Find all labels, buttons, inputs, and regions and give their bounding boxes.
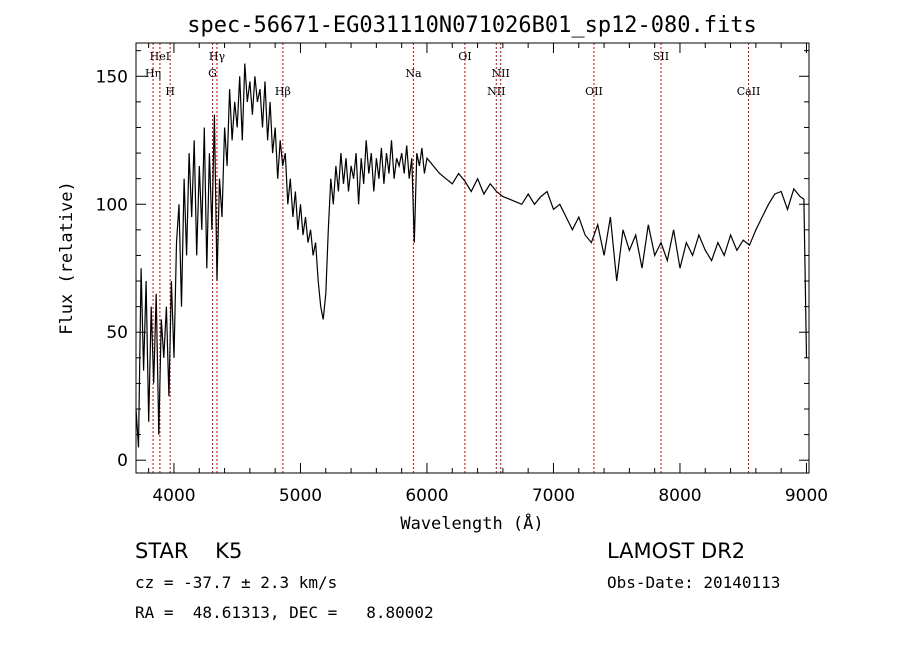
spectral-line-label: Hη: [145, 67, 161, 80]
x-tick-label: 4000: [152, 486, 195, 506]
spectral-line-label: NII: [492, 67, 510, 80]
y-tick-label: 0: [117, 451, 128, 471]
spectral-line-label: OI: [458, 50, 471, 63]
survey-name: LAMOST DR2: [607, 539, 746, 563]
spectral-line-label: Hγ: [209, 50, 226, 63]
y-tick-label: 150: [96, 67, 128, 87]
x-tick-label: 5000: [279, 486, 322, 506]
plot-frame: [135, 42, 810, 474]
y-axis-label: Flux (relative): [57, 181, 77, 335]
x-tick-label: 7000: [532, 486, 575, 506]
ra-dec-coordinates: RA = 48.61313, DEC = 8.80002: [135, 603, 434, 622]
observation-date: Obs-Date: 20140113: [607, 573, 781, 592]
line-markers: HeI Hη H Hγ G Hβ Na OI NII NII OII SII CaII: [145, 43, 760, 473]
spectral-line-label: G: [208, 67, 217, 80]
axis-ticks: 4000 5000 6000 7000 8000 9000 0 50 100 150: [96, 43, 828, 506]
spectral-line-label: H: [165, 85, 175, 98]
y-tick-label: 50: [106, 323, 128, 343]
chart-title: spec-56671-EG031110N071026B01_sp12-080.f…: [187, 13, 757, 38]
object-class: STAR K5: [135, 539, 243, 563]
spectral-line-label: Hβ: [275, 85, 291, 98]
y-tick-label: 100: [96, 195, 128, 215]
spectral-line-label: OII: [585, 85, 603, 98]
x-tick-label: 8000: [658, 486, 701, 506]
x-tick-label: 6000: [405, 486, 448, 506]
spectral-line-label: CaII: [737, 85, 761, 98]
x-tick-label: 9000: [785, 486, 828, 506]
x-axis-label: Wavelength (Å): [400, 512, 543, 534]
redshift-cz: cz = -37.7 ± 2.3 km/s: [135, 573, 338, 592]
spectral-line-label: Na: [405, 67, 422, 80]
spectrum-series-line: [135, 63, 808, 448]
spectral-line-label: HeI: [150, 50, 170, 63]
spectral-line-label: SII: [653, 50, 669, 63]
spectral-line-label: NII: [487, 85, 505, 98]
